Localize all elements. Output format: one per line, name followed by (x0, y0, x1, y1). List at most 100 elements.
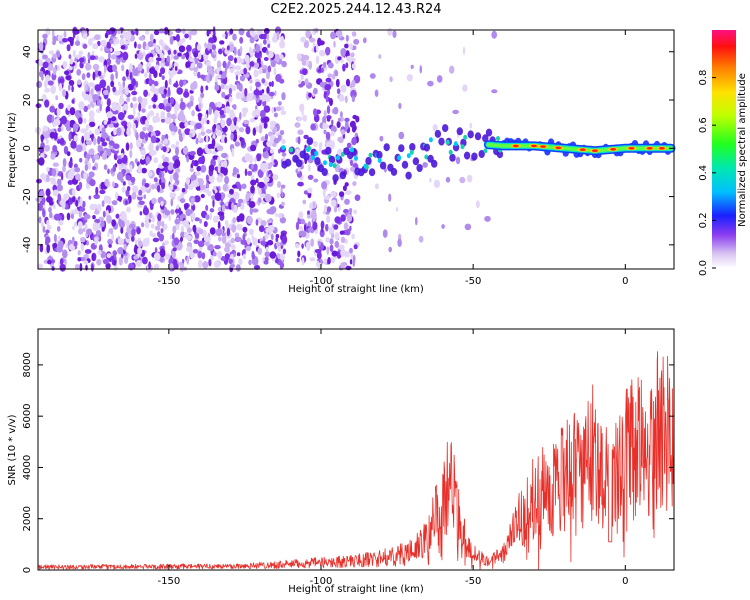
spectrogram-noise-dot (266, 70, 270, 80)
spectrogram-noise-dot (326, 207, 331, 212)
spectrogram-noise-dot (62, 249, 68, 259)
spectrogram-noise-dot (108, 243, 112, 248)
spectrogram-noise-dot (294, 243, 300, 249)
spectrogram-noise-dot (325, 223, 329, 232)
spectrogram-noise-dot (255, 178, 259, 184)
spectrogram-noise-dot (44, 79, 48, 89)
spectrogram-noise-dot (160, 118, 166, 123)
spectrogram-noise-dot (52, 242, 58, 249)
spectrogram-noise-dot (211, 44, 216, 51)
spectrogram-noise-dot (263, 27, 270, 35)
spectrogram-noise-dot (338, 244, 345, 251)
spectrogram-noise-dot (158, 28, 165, 34)
spectrogram-signal-halo (332, 174, 339, 183)
spectrogram-noise-dot (228, 96, 233, 103)
spectrogram-noise-dot (249, 206, 253, 215)
spectrogram-noise-dot (230, 244, 236, 250)
spectrogram-noise-dot (241, 107, 249, 114)
spectrogram-noise-dot (148, 56, 154, 63)
spectrogram-noise-dot (129, 223, 136, 229)
spectrogram-noise-dot (244, 54, 250, 63)
spectrogram-noise-dot (178, 45, 186, 53)
spectrogram-noise-dot (137, 43, 142, 50)
spectrogram-noise-dot (269, 148, 274, 154)
spectrogram-signal-dot (377, 158, 382, 163)
spectrogram-noise-dot (69, 58, 74, 65)
spectrogram-noise-dot (169, 72, 174, 79)
spectrogram-noise-dot (148, 104, 152, 110)
spectrogram-noise-dot (57, 64, 60, 72)
spectrogram-noise-dot (150, 135, 157, 144)
spectrogram-noise-dot (351, 126, 356, 133)
spectrogram-noise-dot (212, 186, 217, 191)
spectrogram-noise-dot (213, 116, 217, 124)
spectrogram-noise-dot (100, 181, 105, 190)
spectrogram-noise-dot (101, 152, 106, 160)
spectrogram-noise-dot (406, 74, 413, 82)
spectrogram-noise-dot (398, 131, 405, 140)
spectrogram-noise-dot (75, 173, 81, 181)
spectrogram-noise-dot (83, 254, 90, 259)
spectrogram-noise-dot (141, 180, 145, 187)
spectrogram-noise-dot (247, 170, 253, 176)
spectrogram-noise-dot (260, 240, 267, 246)
spectrogram-noise-dot (138, 189, 143, 196)
spectrogram-signal-halo (325, 146, 332, 155)
spectrogram-noise-dot (110, 47, 113, 53)
spectrogram-noise-dot (140, 222, 145, 228)
spectrogram-noise-dot (146, 66, 150, 74)
spectrogram-noise-dot (112, 250, 117, 257)
spectrogram-noise-dot (279, 261, 284, 270)
spectrogram-noise-dot (275, 257, 279, 263)
spectrogram-noise-dot (75, 199, 79, 207)
spectrogram-hotspot-core (628, 147, 635, 150)
spectrogram-noise-dot (333, 206, 338, 213)
spectrogram-noise-dot (232, 184, 238, 189)
spectrogram-noise-dot (58, 102, 64, 110)
spectrogram-noise-dot (231, 104, 237, 109)
spectrogram-noise-dot (175, 146, 179, 156)
spectrogram-noise-dot (261, 68, 267, 74)
spectrogram-noise-dot (111, 103, 118, 112)
spectrogram-noise-dot (147, 41, 154, 48)
spectrogram-noise-dot (133, 255, 139, 260)
spectrogram-noise-dot (229, 188, 234, 195)
spectrogram-noise-dot (190, 197, 195, 206)
spectrogram-noise-dot (106, 58, 112, 66)
spectrogram-noise-dot (255, 219, 259, 226)
spectrogram-noise-dot (157, 231, 161, 238)
snr-y-tick-label: 8000 (22, 352, 33, 377)
spectrogram-noise-dot (222, 232, 227, 237)
spectrogram-hotspot-core (591, 149, 598, 152)
spectrogram-noise-dot (152, 237, 160, 243)
spectrogram-noise-dot (133, 84, 136, 92)
spectrogram-noise-dot (185, 51, 190, 61)
spectrogram-noise-dot (189, 167, 194, 173)
spectrogram-noise-dot (242, 253, 246, 260)
spectrogram-noise-dot (163, 88, 167, 95)
spectrogram-noise-dot (245, 126, 251, 135)
spectrogram-noise-dot (57, 127, 62, 133)
spectrogram-noise-dot (60, 115, 67, 125)
spectrogram-noise-dot (382, 229, 388, 238)
spectrogram-noise-dot (244, 152, 251, 162)
spectrogram-noise-dot (316, 251, 322, 260)
spectrogram-noise-dot (228, 258, 233, 264)
spectrogram-noise-dot (245, 61, 251, 69)
spectrogram-noise-dot (120, 112, 125, 119)
spectrogram-noise-dot (47, 80, 54, 86)
spectrogram-noise-dot (351, 233, 355, 240)
spectrogram-noise-dot (182, 258, 185, 264)
spectrogram-noise-dot (240, 239, 247, 246)
spectrogram-noise-dot (52, 35, 57, 43)
spectrogram-noise-dot (112, 64, 118, 72)
spectrogram-noise-dot (214, 192, 222, 202)
spectrogram-noise-dot (309, 257, 316, 262)
spectrogram-noise-dot (253, 258, 259, 266)
spectrogram-noise-dot (201, 252, 206, 260)
spectrogram-noise-dot (153, 93, 157, 103)
spectrogram-noise-dot (59, 263, 66, 272)
spectrogram-noise-dot (274, 26, 282, 35)
spectrogram-noise-dot (134, 102, 138, 109)
spectrogram-noise-dot (475, 200, 480, 209)
